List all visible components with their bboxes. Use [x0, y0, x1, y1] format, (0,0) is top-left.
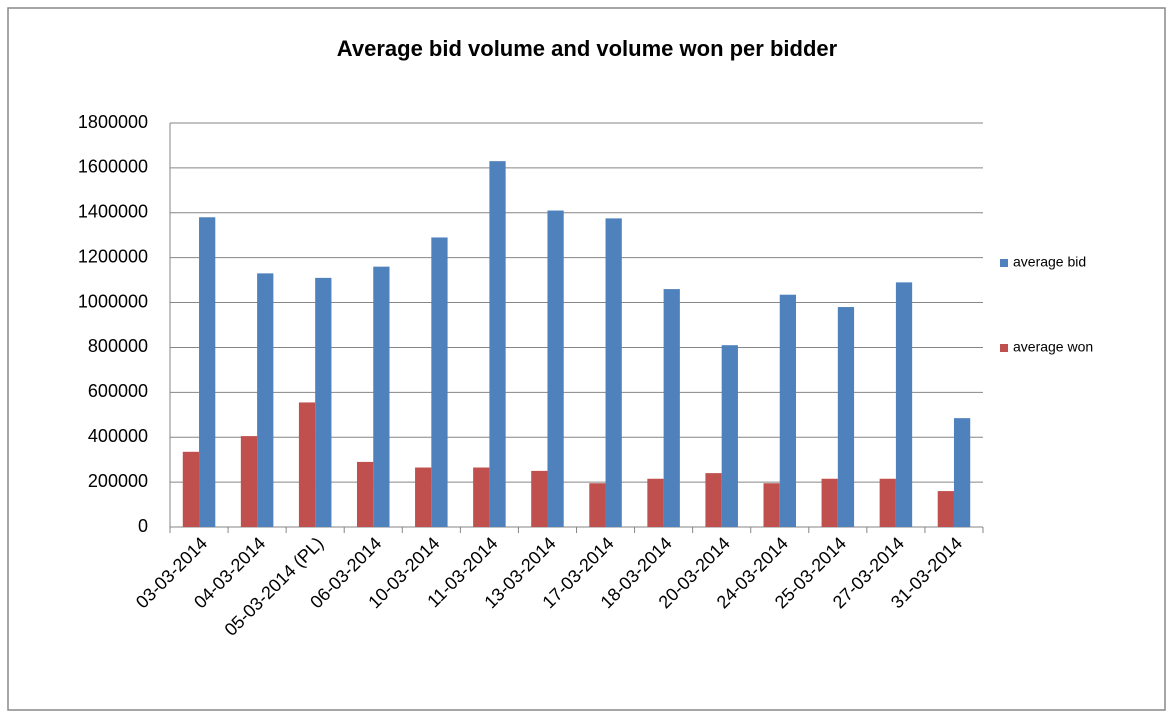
bar	[257, 273, 274, 527]
y-tick-label: 1200000	[78, 246, 148, 266]
bar	[240, 436, 258, 527]
y-tick-label: 1800000	[78, 112, 148, 132]
bar	[182, 451, 200, 527]
bar	[298, 402, 316, 527]
y-tick-label: 600000	[88, 381, 148, 401]
y-tick-label: 800000	[88, 336, 148, 356]
bar	[647, 478, 664, 527]
bar	[489, 161, 506, 527]
bar	[315, 277, 332, 527]
bar	[473, 467, 490, 527]
bar	[705, 473, 722, 527]
bar	[879, 478, 896, 527]
bar	[895, 282, 913, 527]
bar	[415, 467, 432, 527]
bar	[721, 345, 738, 527]
bar	[763, 483, 780, 527]
bar	[431, 237, 448, 527]
bar	[663, 289, 680, 527]
y-tick-label: 0	[138, 516, 148, 536]
legend-swatch	[1000, 259, 1008, 267]
chart-frame	[7, 7, 1166, 711]
chart-title: Average bid volume and volume won per bi…	[337, 36, 838, 61]
bar	[589, 483, 606, 527]
y-tick-label: 1400000	[78, 202, 148, 222]
y-tick-label: 200000	[88, 471, 148, 491]
y-tick-label: 1600000	[78, 157, 148, 177]
bar	[531, 470, 548, 527]
bar	[821, 478, 838, 527]
legend-label: average won	[1013, 339, 1093, 355]
bar	[779, 294, 797, 527]
bar	[547, 210, 564, 528]
bar	[605, 218, 622, 527]
bar	[199, 217, 216, 527]
bar	[937, 491, 954, 527]
y-tick-label: 400000	[88, 426, 148, 446]
legend-swatch	[1000, 344, 1008, 352]
bar	[356, 461, 374, 527]
bar	[837, 307, 855, 527]
bar	[953, 418, 971, 527]
bar	[373, 266, 390, 527]
y-tick-label: 1000000	[78, 291, 148, 311]
legend-label: average bid	[1013, 254, 1086, 270]
